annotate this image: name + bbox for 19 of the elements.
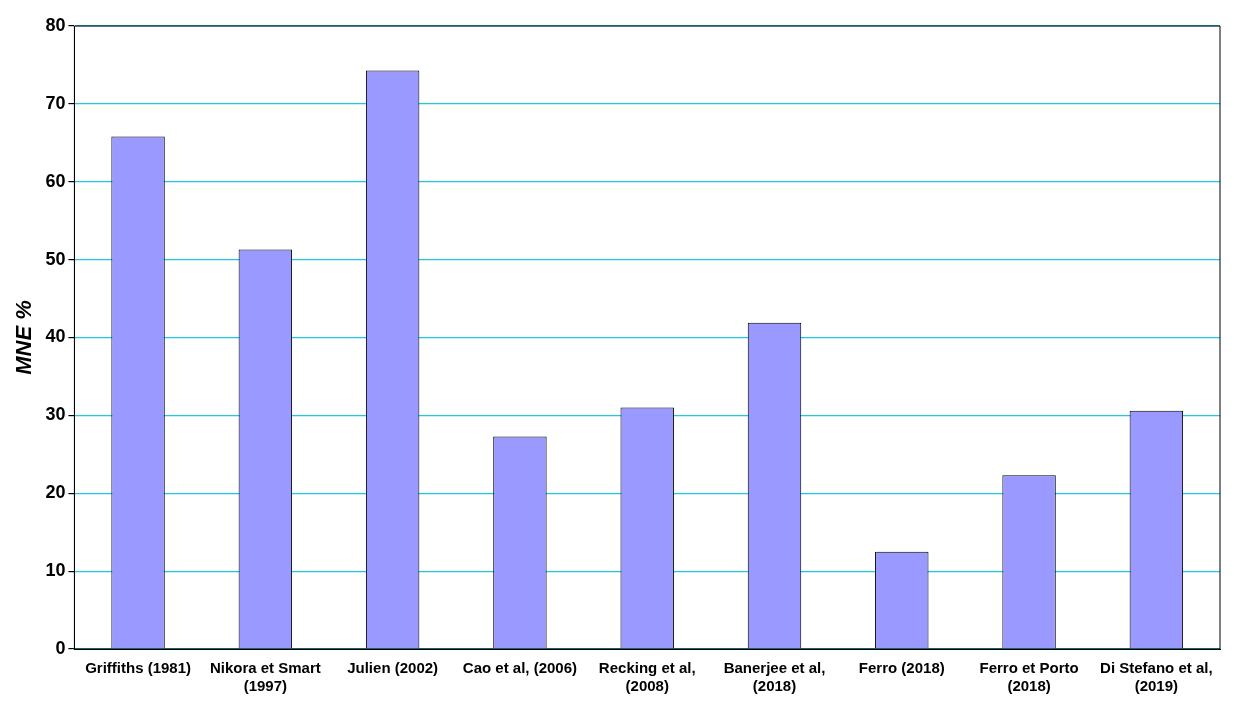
x-tick-label: Recking et al, (2008) bbox=[598, 659, 696, 695]
y-tick-label: 0 bbox=[55, 637, 66, 658]
y-tick-label: 50 bbox=[45, 248, 66, 269]
y-tick-label: 70 bbox=[45, 92, 66, 113]
y-tick-label: 40 bbox=[45, 326, 66, 347]
x-tick-label: Julien (2002) bbox=[347, 659, 439, 677]
x-tick-label: Banerjee et al, (2018) bbox=[723, 659, 826, 695]
x-tick-label: Di Stefano et al, (2019) bbox=[1100, 659, 1213, 695]
y-tick-label: 20 bbox=[45, 482, 66, 503]
y-axis-title: MNE % bbox=[11, 300, 37, 375]
x-tick-label: Cao et al, (2006) bbox=[462, 659, 578, 677]
y-tick-label: 10 bbox=[45, 560, 66, 581]
x-tick-label: Ferro (2018) bbox=[858, 659, 945, 677]
x-tick-label: Ferro et Porto (2018) bbox=[979, 659, 1079, 695]
y-tick-label: 30 bbox=[45, 404, 66, 425]
x-tick-label: Griffiths (1981) bbox=[85, 659, 191, 677]
x-tick-label: Nikora et Smart (1997) bbox=[209, 659, 321, 695]
y-tick-label: 60 bbox=[45, 170, 66, 191]
y-tick-label: 80 bbox=[45, 14, 66, 35]
